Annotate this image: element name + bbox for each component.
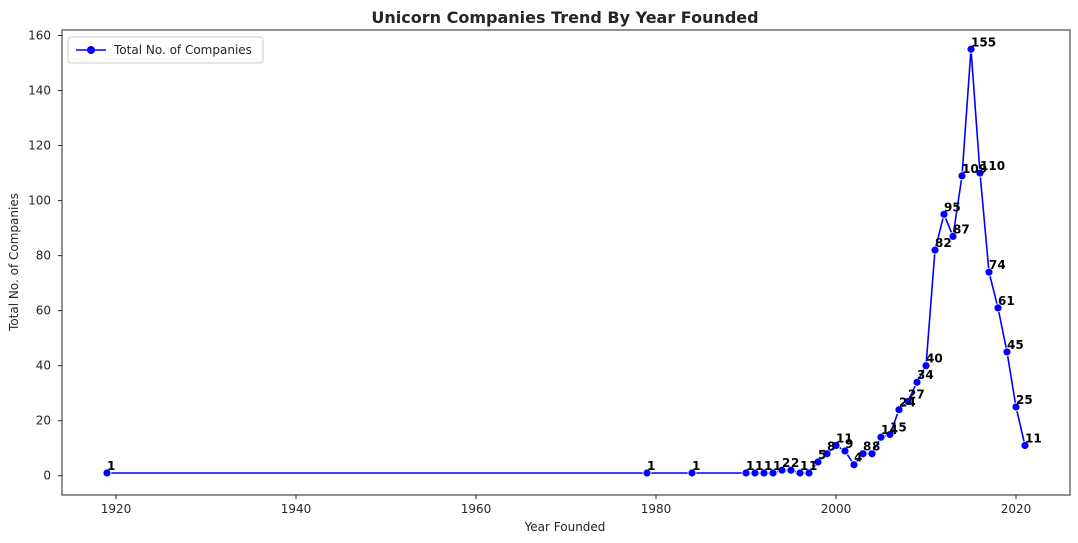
data-label: 34 <box>917 368 934 382</box>
x-tick-label: 1960 <box>461 502 492 516</box>
y-tick-label: 40 <box>36 359 51 373</box>
data-label: 87 <box>953 222 970 236</box>
x-tick-label: 1980 <box>641 502 672 516</box>
legend-entry: Total No. of Companies <box>113 43 252 57</box>
data-point <box>984 267 994 277</box>
data-label: 155 <box>971 35 996 49</box>
data-point <box>741 468 751 478</box>
data-point <box>1011 402 1021 412</box>
data-point <box>966 44 976 54</box>
data-label: 5 <box>818 448 826 462</box>
data-label: 1 <box>764 459 772 473</box>
x-axis-label: Year Founded <box>524 520 606 534</box>
series-layer <box>102 44 1030 478</box>
data-label: 14 <box>881 423 898 437</box>
data-point <box>849 460 859 470</box>
y-axis-label: Total No. of Companies <box>7 193 21 332</box>
data-point <box>759 468 769 478</box>
y-axis: 0 20 40 60 80 100 120 140 160 <box>28 29 62 483</box>
data-label: 11 <box>1025 431 1042 445</box>
data-point <box>642 468 652 478</box>
x-tick-label: 2020 <box>1001 502 1032 516</box>
data-point <box>858 449 868 459</box>
data-point <box>750 468 760 478</box>
data-point <box>912 377 922 387</box>
data-label: 61 <box>998 294 1015 308</box>
data-label: 110 <box>980 159 1005 173</box>
plot-area <box>61 29 1071 496</box>
data-label: 9 <box>845 437 853 451</box>
data-point <box>687 468 697 478</box>
y-tick-label: 20 <box>36 414 51 428</box>
data-point <box>921 361 931 371</box>
y-tick-label: 120 <box>28 139 51 153</box>
y-tick-label: 80 <box>36 249 51 263</box>
data-point <box>102 468 112 478</box>
data-label: 2 <box>782 456 790 470</box>
data-point <box>876 432 886 442</box>
data-point <box>768 468 778 478</box>
data-point <box>840 446 850 456</box>
data-point <box>885 430 895 439</box>
data-label: 45 <box>1007 338 1024 352</box>
data-label: 82 <box>935 236 952 250</box>
data-label: 27 <box>908 387 925 401</box>
data-point <box>894 405 904 415</box>
legend-box <box>67 36 264 64</box>
data-label: 1 <box>692 459 700 473</box>
data-label: 25 <box>1016 393 1033 407</box>
data-label: 1 <box>107 459 115 473</box>
data-label: 1 <box>755 459 763 473</box>
data-label: 15 <box>890 420 907 434</box>
data-point <box>903 397 913 406</box>
data-point <box>1020 441 1030 450</box>
x-tick-label: 2000 <box>821 502 852 516</box>
data-label: 1 <box>800 459 808 473</box>
data-label: 4 <box>854 451 862 465</box>
data-point <box>867 449 877 459</box>
x-tick-label: 1940 <box>281 502 312 516</box>
data-label: 74 <box>989 258 1006 272</box>
data-point <box>930 245 940 255</box>
y-tick-label: 160 <box>28 29 51 43</box>
data-point <box>804 468 814 478</box>
data-label: 1 <box>746 459 754 473</box>
data-label: 109 <box>962 162 987 176</box>
data-point <box>777 465 787 475</box>
x-axis: 1920 1940 1960 1980 2000 2020 <box>101 495 1032 516</box>
y-tick-label: 0 <box>43 469 51 483</box>
data-label: 1 <box>809 459 817 473</box>
data-point <box>993 303 1003 313</box>
chart-title: Unicorn Companies Trend By Year Founded <box>371 8 758 27</box>
data-point <box>1002 347 1012 357</box>
data-point <box>957 171 967 181</box>
y-tick-label: 140 <box>28 84 51 98</box>
y-tick-label: 60 <box>36 304 51 318</box>
data-point <box>831 441 841 450</box>
y-tick-label: 100 <box>28 194 51 208</box>
data-label: 95 <box>944 200 961 214</box>
data-label: 8 <box>872 440 880 454</box>
data-point <box>975 168 985 178</box>
data-label: 1 <box>773 459 781 473</box>
data-point <box>939 209 949 219</box>
legend-marker <box>87 46 95 54</box>
data-label: 24 <box>899 396 916 410</box>
data-point <box>795 468 805 478</box>
legend: Total No. of Companies <box>67 36 264 64</box>
data-label: 8 <box>827 440 835 454</box>
data-label: 2 <box>791 456 799 470</box>
x-tick-label: 1920 <box>101 502 132 516</box>
data-label: 40 <box>926 352 943 366</box>
data-label: 1 <box>647 459 655 473</box>
data-point <box>786 465 796 475</box>
data-label: 11 <box>836 431 853 445</box>
data-point <box>822 449 832 459</box>
data-point <box>813 457 823 467</box>
data-point <box>948 231 958 241</box>
data-label: 8 <box>863 440 871 454</box>
